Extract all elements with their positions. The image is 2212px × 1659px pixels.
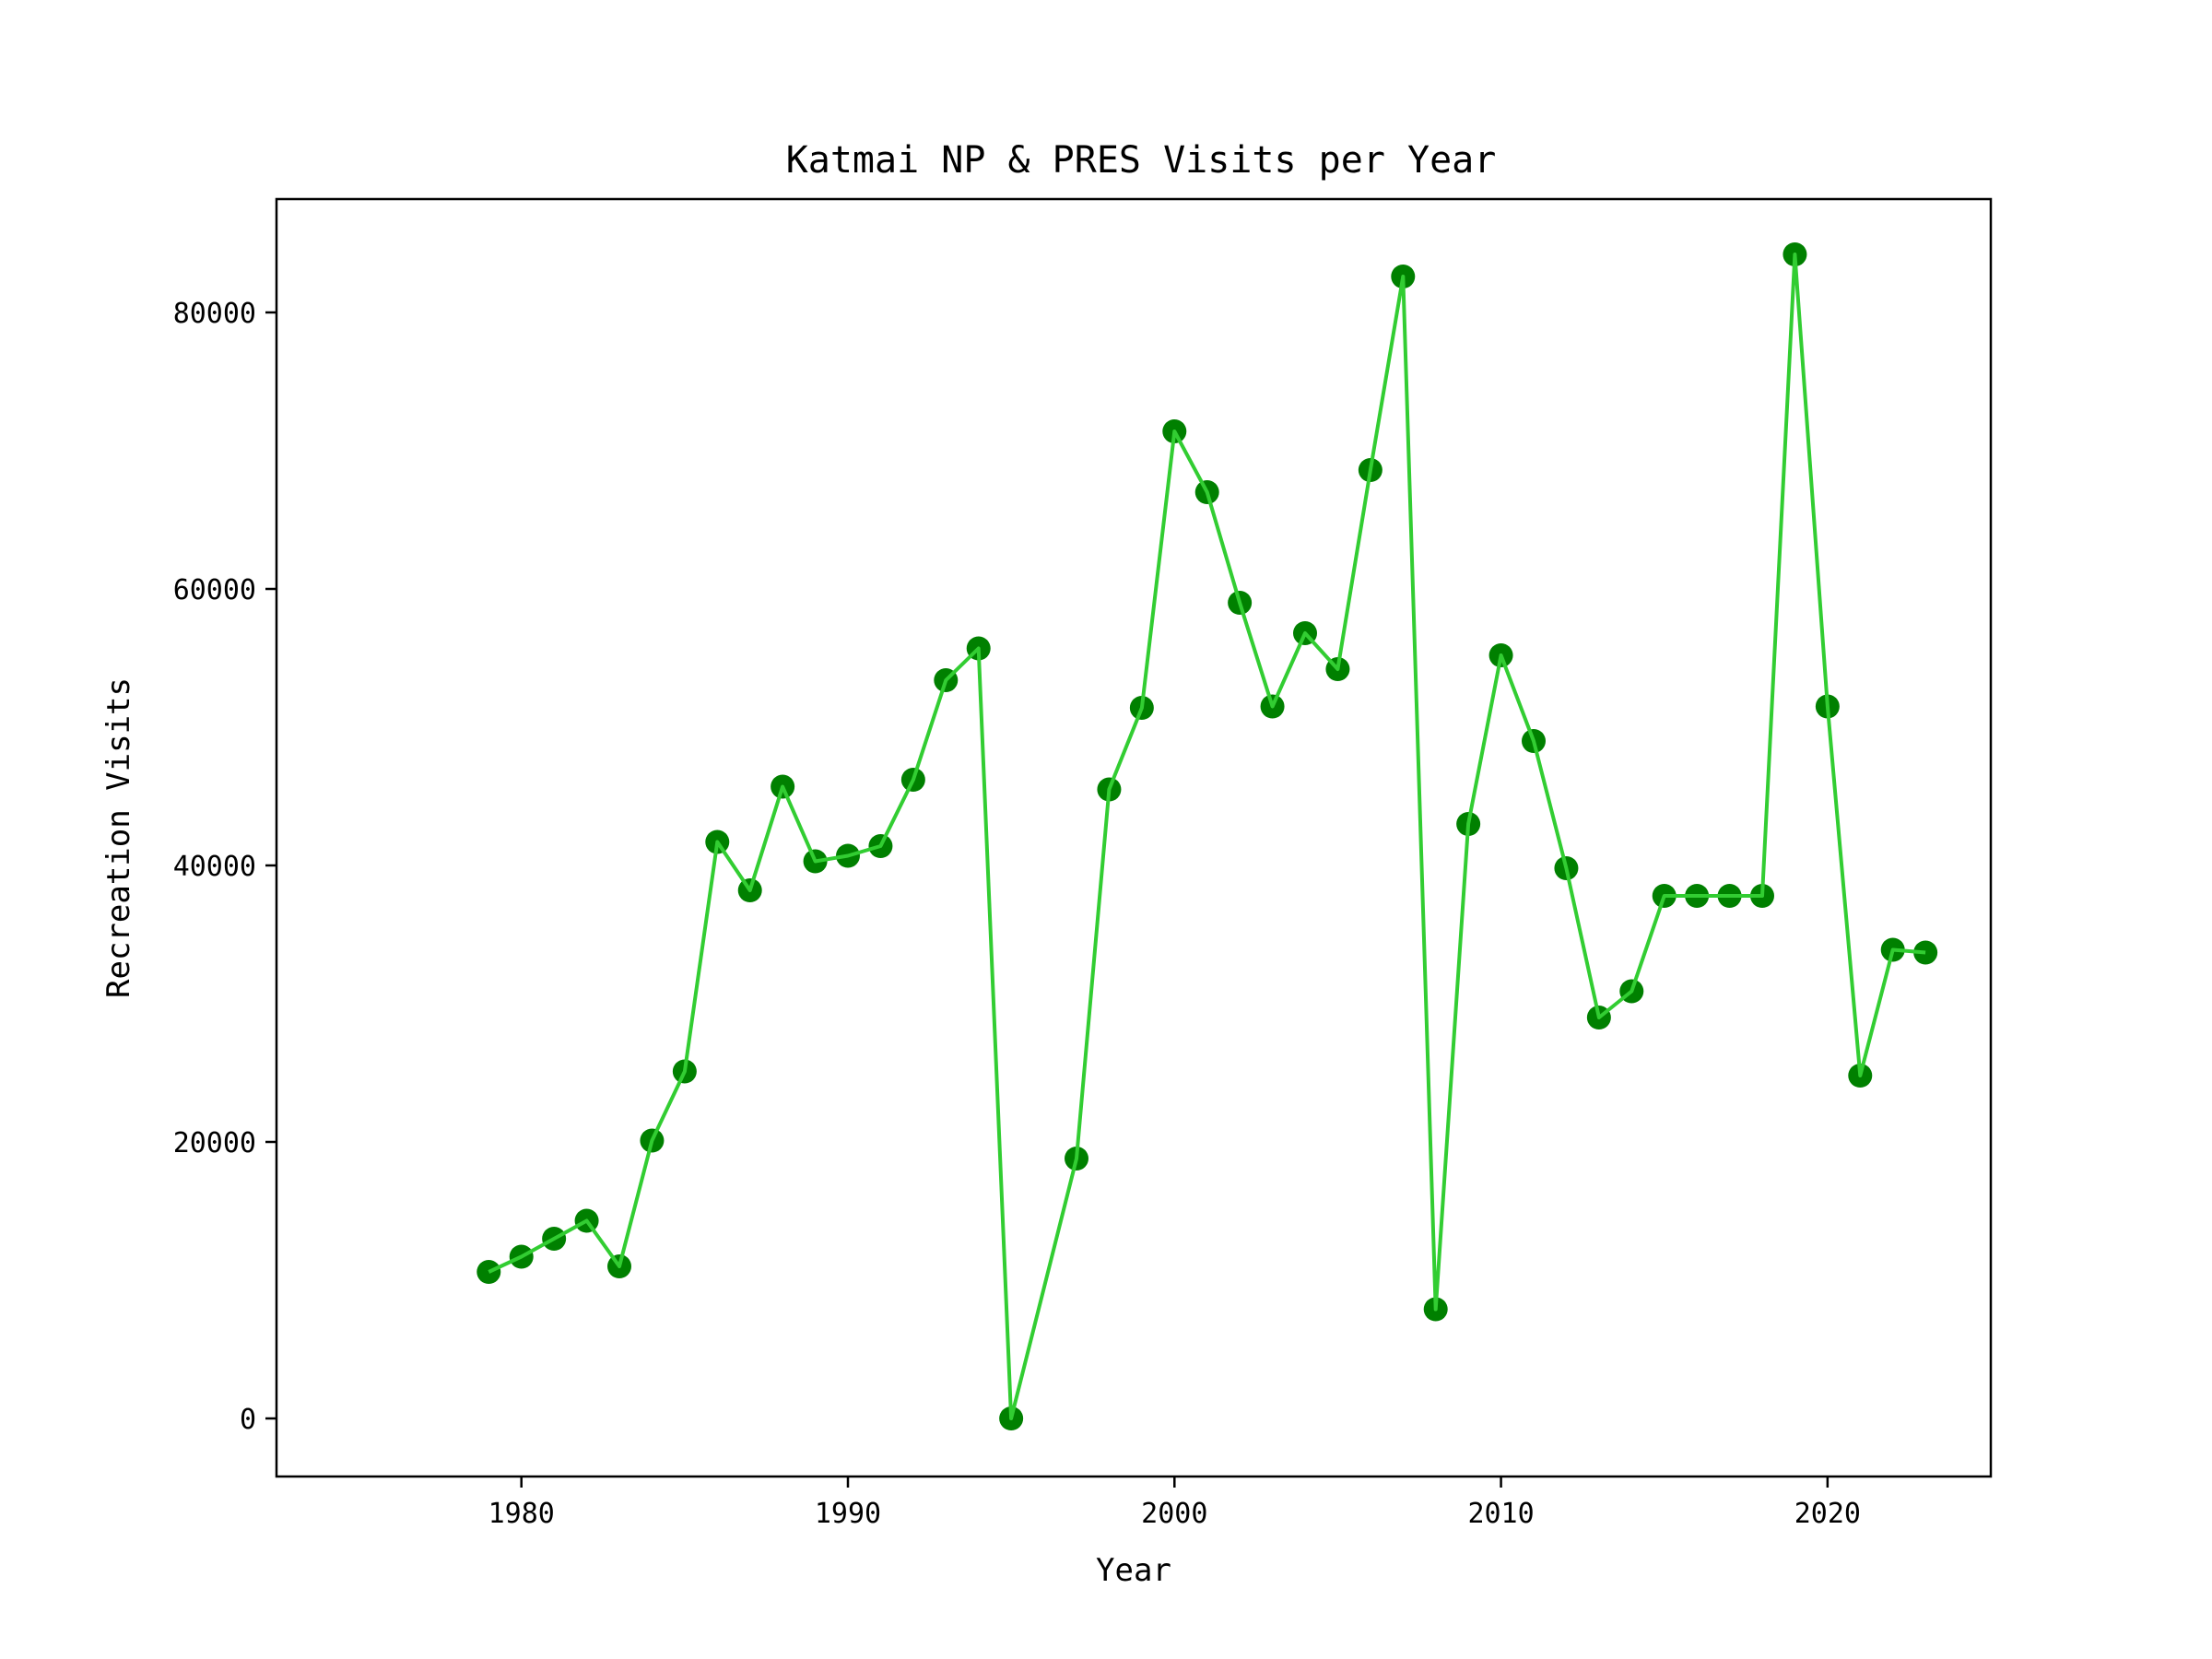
series-line [488,253,1926,1420]
x-tick-label: 1980 [488,1498,555,1530]
plot-frame [275,197,1993,1478]
x-axis-label: Year [1096,1552,1171,1589]
y-tick-label: 40000 [173,851,256,883]
y-tick-label: 80000 [173,298,256,330]
data-point [1913,940,1938,965]
x-axis: 1980 1990 2000 2010 2020 [488,1477,1861,1530]
x-tick-label: 1990 [815,1498,881,1530]
y-tick-label: 60000 [173,574,256,606]
x-tick-label: 2020 [1794,1498,1861,1530]
y-tick-label: 20000 [173,1127,256,1159]
data-point [477,1260,501,1284]
x-tick-label: 2010 [1467,1498,1534,1530]
chart-title: Katmai NP & PRES Visits per Year [786,139,1497,182]
x-tick-label: 2000 [1141,1498,1207,1530]
y-tick-label: 0 [240,1404,256,1436]
series-markers [477,242,1938,1430]
y-axis-label: Recreation Visits [100,677,137,998]
y-axis: 0 20000 40000 60000 80000 [173,298,276,1436]
